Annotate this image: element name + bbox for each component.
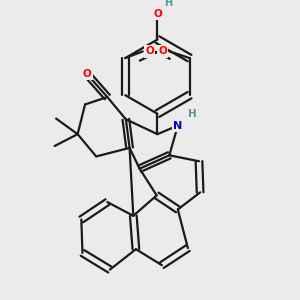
Text: O: O [158,46,167,56]
Text: O: O [145,46,154,56]
Text: N: N [173,121,182,130]
Text: H: H [164,0,172,8]
Text: H: H [188,109,196,119]
Text: O: O [153,8,162,19]
Text: O: O [82,69,91,79]
